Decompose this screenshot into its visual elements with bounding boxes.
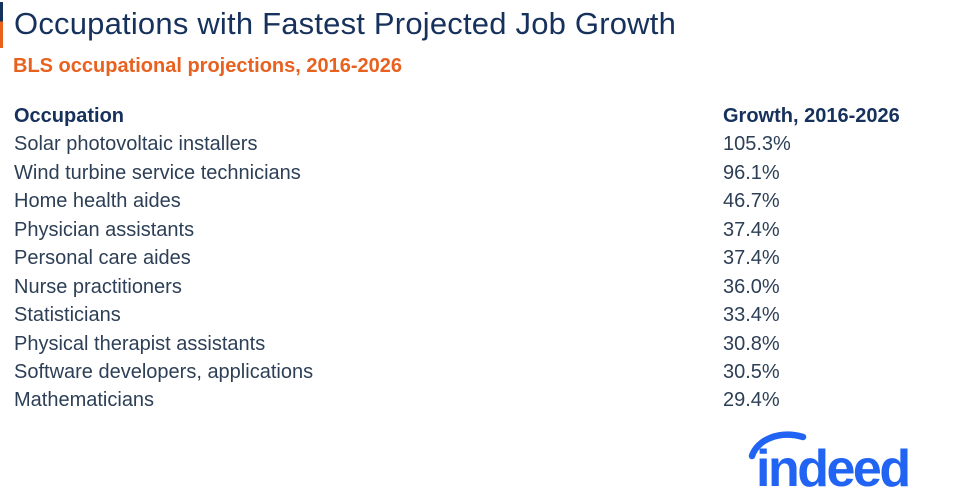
- page-subtitle: BLS occupational projections, 2016-2026: [13, 55, 403, 77]
- growth-cell: 37.4%: [723, 218, 780, 241]
- occupation-cell: Physical therapist assistants: [14, 332, 266, 355]
- growth-cell: 36.0%: [723, 275, 780, 298]
- table-row: Home health aides 46.7%: [14, 187, 932, 215]
- table-row: Personal care aides 37.4%: [14, 244, 932, 272]
- table-row: Wind turbine service technicians 96.1%: [14, 159, 932, 187]
- table-row: Software developers, applications 30.5%: [14, 358, 932, 386]
- occupation-cell: Nurse practitioners: [14, 275, 182, 298]
- svg-text:indeed: indeed: [756, 440, 909, 492]
- occupation-cell: Solar photovoltaic installers: [14, 133, 258, 156]
- table-row: Statisticians 33.4%: [14, 301, 932, 329]
- table-row: Mathematicians 29.4%: [14, 386, 932, 414]
- column-header-occupation: Occupation: [14, 105, 125, 127]
- column-header-growth: Growth, 2016-2026: [723, 105, 900, 127]
- growth-cell: 96.1%: [723, 161, 780, 184]
- occupation-cell: Software developers, applications: [14, 360, 314, 383]
- growth-cell: 30.8%: [723, 332, 780, 355]
- occupation-cell: Statisticians: [14, 304, 121, 327]
- indeed-logo-icon: indeed: [748, 431, 911, 498]
- growth-cell: 33.4%: [723, 304, 780, 327]
- table-header-row: Occupation Growth, 2016-2026: [14, 102, 932, 130]
- page-title: Occupations with Fastest Projected Job G…: [14, 6, 677, 41]
- growth-cell: 105.3%: [723, 133, 791, 156]
- indeed-logo: indeed: [746, 426, 934, 498]
- table-row: Physical therapist assistants 30.8%: [14, 330, 932, 358]
- growth-cell: 37.4%: [723, 247, 780, 270]
- growth-table: Occupation Growth, 2016-2026 Solar photo…: [14, 102, 932, 415]
- left-accent-stripe: [0, 2, 3, 48]
- growth-cell: 30.5%: [723, 360, 780, 383]
- occupation-cell: Mathematicians: [14, 389, 155, 412]
- growth-cell: 46.7%: [723, 190, 780, 213]
- table-row: Nurse practitioners 36.0%: [14, 273, 932, 301]
- occupation-cell: Personal care aides: [14, 247, 191, 270]
- occupation-cell: Physician assistants: [14, 218, 195, 241]
- occupation-cell: Wind turbine service technicians: [14, 161, 301, 184]
- occupation-cell: Home health aides: [14, 190, 181, 213]
- table-row: Solar photovoltaic installers 105.3%: [14, 130, 932, 158]
- growth-cell: 29.4%: [723, 389, 780, 412]
- table-row: Physician assistants 37.4%: [14, 216, 932, 244]
